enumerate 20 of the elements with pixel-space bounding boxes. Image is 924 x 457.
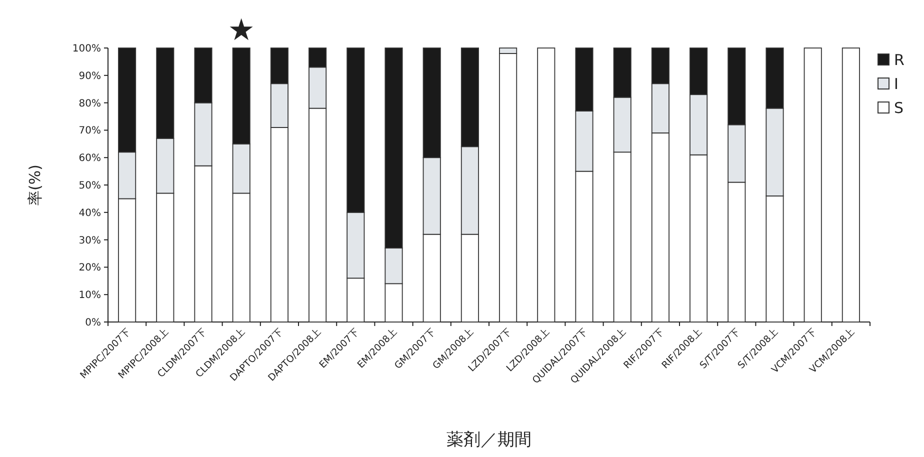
- y-tick-label: 10%: [78, 290, 101, 302]
- bar: [842, 48, 860, 322]
- y-tick-label: 50%: [78, 180, 101, 192]
- bar: [804, 48, 822, 322]
- legend-label: R: [894, 51, 904, 69]
- y-tick-label: 30%: [78, 235, 101, 246]
- y-tick-label: 20%: [78, 262, 101, 274]
- y-tick-label: 60%: [78, 153, 101, 164]
- annotation: ★: [228, 13, 255, 48]
- y-tick-label: 80%: [78, 98, 101, 110]
- legend-label: I: [894, 75, 898, 93]
- x-axis-title: 薬剤／期間: [446, 430, 532, 450]
- legend-label: S: [894, 99, 904, 117]
- y-tick-label: 0%: [85, 318, 101, 328]
- y-tick-label: 40%: [78, 208, 101, 219]
- y-tick-label: 90%: [78, 70, 101, 82]
- y-axis-title: 率(%): [26, 164, 44, 206]
- y-tick-label: 100%: [72, 44, 101, 54]
- bar: [537, 48, 556, 322]
- y-tick-label: 70%: [78, 126, 101, 137]
